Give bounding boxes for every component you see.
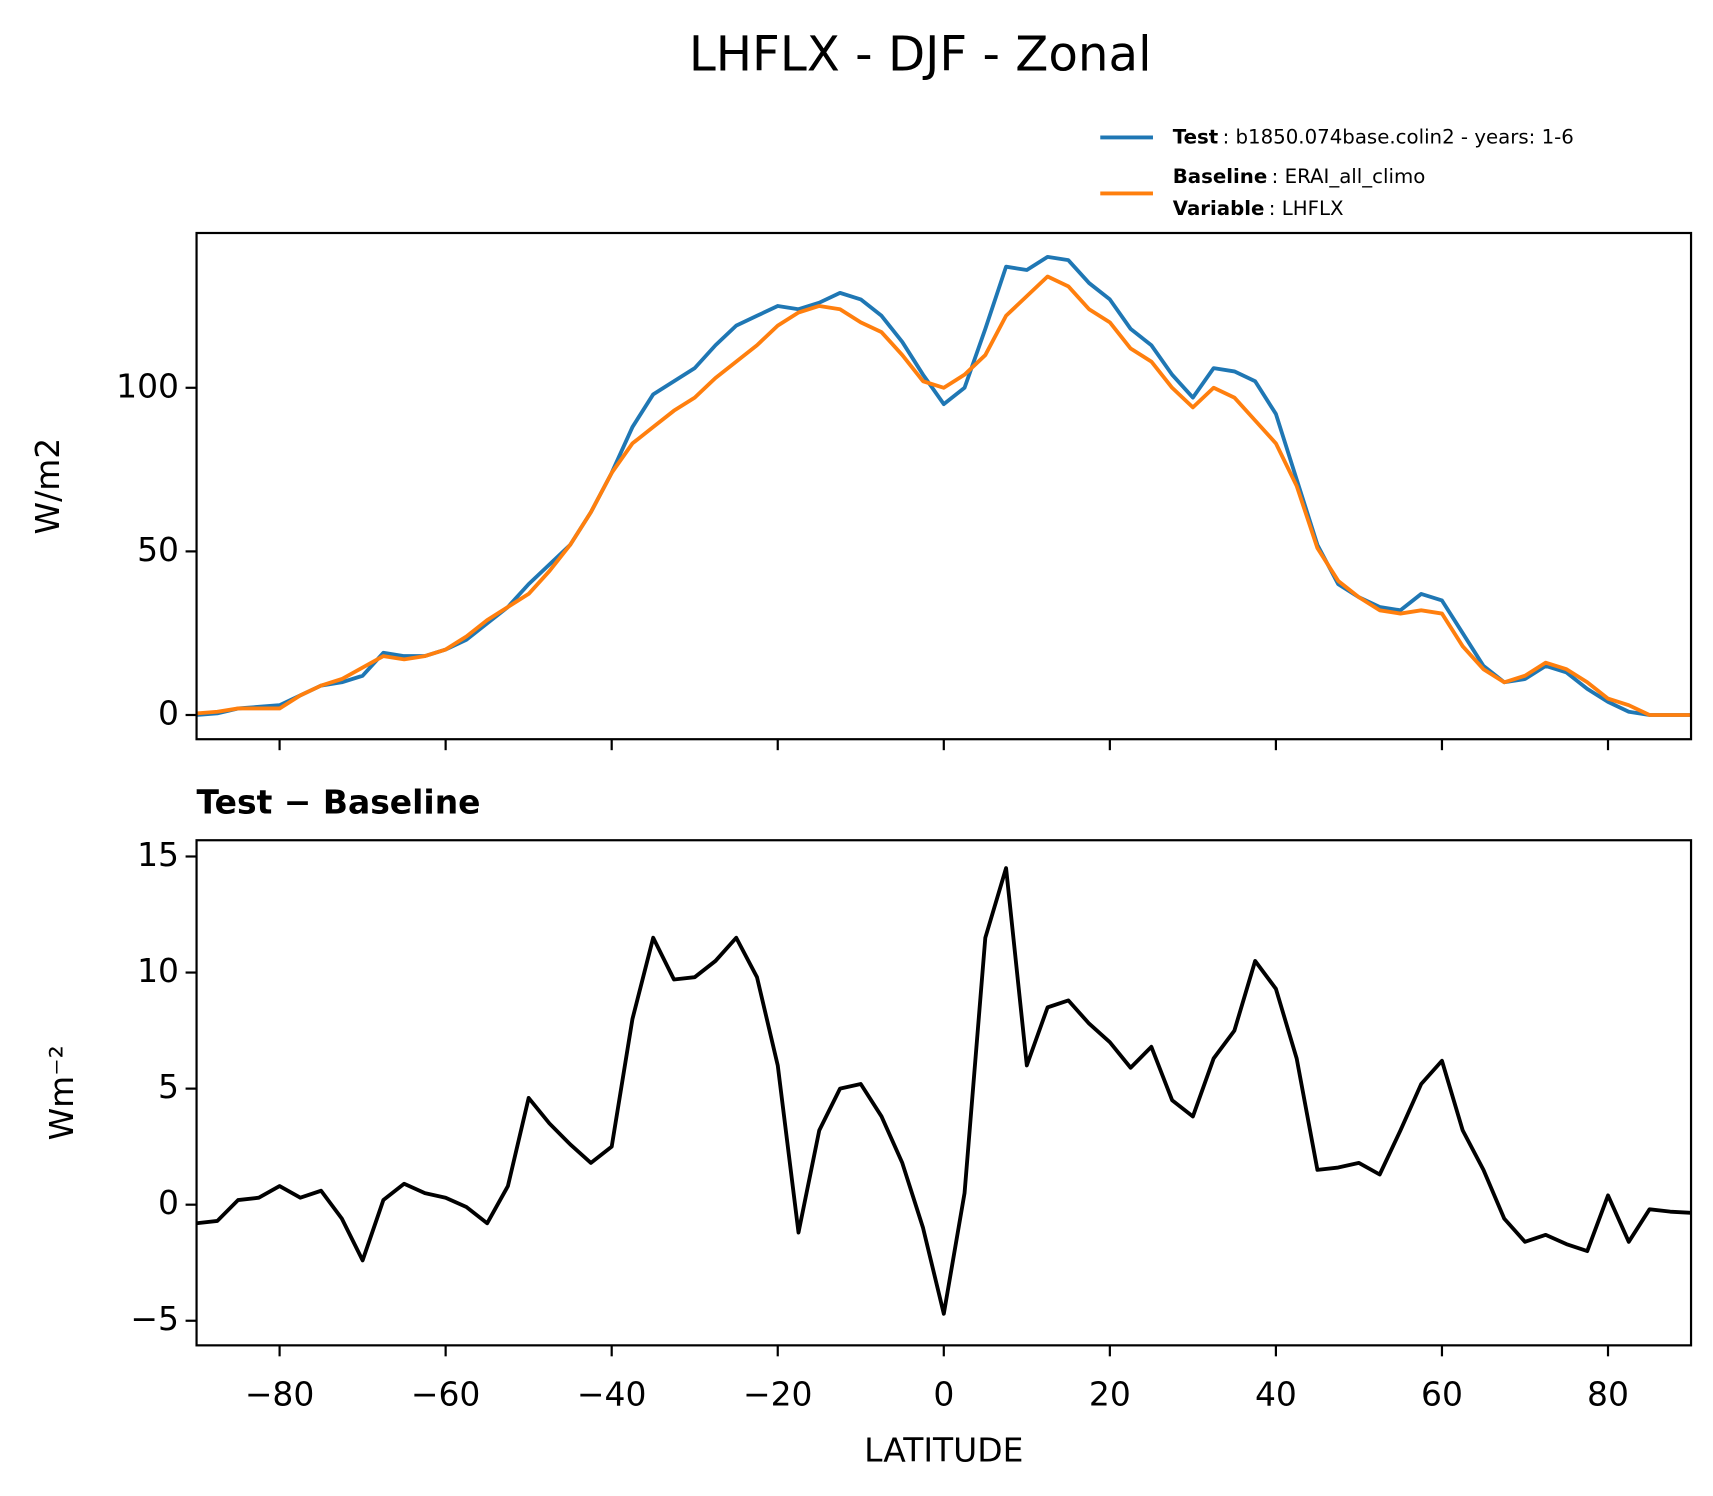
plot-frame — [195, 839, 1693, 1347]
legend-description: : LHFLX — [1269, 196, 1344, 219]
data-line — [196, 274, 1692, 717]
y-tick-label: 0 — [158, 694, 179, 733]
x-tick-label: −40 — [577, 1374, 647, 1413]
panel-title: Test − Baseline — [197, 783, 481, 822]
legend-name: Variable — [1173, 196, 1265, 219]
x-tick-label: −80 — [245, 1374, 315, 1413]
x-tick-label: −20 — [743, 1374, 813, 1413]
legend-label: Variable: LHFLX — [1173, 196, 1344, 219]
legend-label: Baseline: ERAI_all_climo — [1173, 164, 1426, 187]
y-tick-label: 50 — [137, 530, 179, 569]
legend-description: : ERAI_all_climo — [1272, 164, 1426, 187]
data-line — [196, 254, 1692, 717]
legend-name: Baseline — [1173, 164, 1268, 187]
x-axis-label: LATITUDE — [864, 1430, 1023, 1469]
plot-frame — [195, 231, 1693, 741]
x-tick-label: 80 — [1587, 1374, 1629, 1413]
y-tick-label: 0 — [158, 1183, 179, 1222]
legend-label: Test: b1850.074base.colin2 - years: 1-6 — [1173, 125, 1574, 148]
y-tick-label: −5 — [130, 1299, 179, 1338]
y-tick-label: 15 — [137, 835, 179, 874]
y-axis-label: W/m2 — [28, 438, 67, 535]
x-tick-label: 20 — [1089, 1374, 1131, 1413]
x-tick-label: 0 — [933, 1374, 954, 1413]
y-tick-label: 10 — [137, 951, 179, 990]
legend-description: : b1850.074base.colin2 - years: 1-6 — [1223, 125, 1574, 148]
figure-title: LHFLX - DJF - Zonal — [689, 26, 1152, 82]
data-line — [196, 866, 1692, 1316]
x-tick-label: 60 — [1421, 1374, 1463, 1413]
y-axis-label: Wm⁻² — [42, 1045, 81, 1140]
x-tick-label: 40 — [1255, 1374, 1297, 1413]
x-tick-label: −60 — [411, 1374, 481, 1413]
y-tick-label: 5 — [158, 1067, 179, 1106]
legend-name: Test — [1173, 125, 1218, 148]
y-tick-label: 100 — [116, 366, 179, 405]
